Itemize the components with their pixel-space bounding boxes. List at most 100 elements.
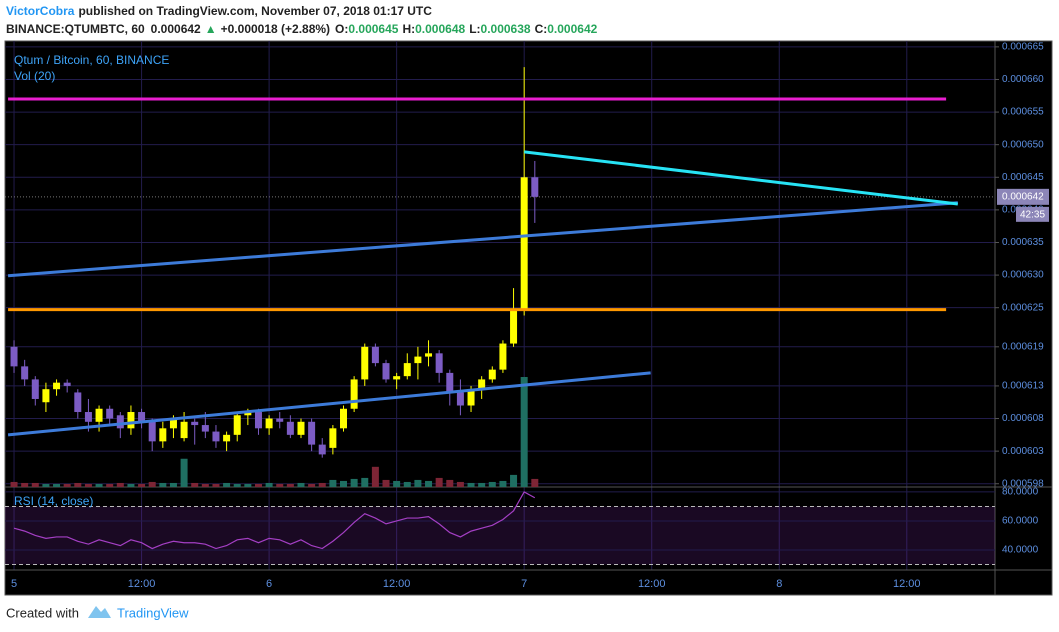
candle-body (212, 431, 220, 442)
countdown-box (1016, 206, 1049, 222)
volume-bar (393, 480, 401, 487)
ohlc-label: L: (469, 22, 480, 36)
y-tick-label: 0.000660 (1002, 74, 1044, 85)
header-line: VictorCobra published on TradingView.com,… (6, 4, 432, 18)
candle-body (297, 421, 305, 435)
candle-body (116, 415, 124, 429)
x-tick-label: 7 (521, 578, 527, 590)
candle-body (329, 428, 337, 448)
candle-body (499, 343, 507, 370)
volume-bar (31, 482, 39, 487)
volume-bar (286, 483, 294, 487)
ohlc-value: 0.000645 (348, 22, 398, 36)
candle-body (276, 418, 284, 422)
volume-bar (456, 481, 464, 487)
candle-body (106, 408, 114, 419)
plot-layer: 5 12:00 6 12:00 7 12:00 8 12:00 0.000665 0.000660… (5, 41, 1052, 595)
candle-body (510, 310, 518, 344)
y-tick-label: 0.000655 (1002, 107, 1044, 118)
volume-bar (329, 479, 337, 487)
volume-bar (53, 483, 61, 487)
volume-bar (382, 479, 390, 487)
volume-bar (510, 474, 518, 487)
x-tick-label: 5 (11, 578, 17, 590)
candle-body (520, 177, 528, 311)
volume-bar (265, 482, 273, 487)
volume-bar (116, 482, 124, 487)
volume-bar (425, 480, 433, 487)
rsi-legend: RSI (14, close) (14, 494, 93, 508)
ohlc-label: H: (402, 22, 415, 36)
x-tick-label: 6 (266, 578, 272, 590)
candle-body (478, 379, 486, 390)
volume-bar (95, 483, 103, 487)
rsi-line (13, 491, 536, 550)
symbol: BINANCE:QTUMBTC, 60 (6, 22, 145, 36)
author[interactable]: VictorCobra (6, 4, 75, 18)
x-tick-label: 12:00 (893, 578, 921, 590)
trend-line (7, 371, 651, 437)
volume-bar (212, 483, 220, 487)
candle-body (127, 412, 135, 429)
candle-body (254, 412, 262, 429)
last-price-label: 0.000642 (1002, 191, 1044, 202)
footer-brand[interactable]: TradingView (117, 605, 189, 620)
chart-frame (4, 40, 1053, 596)
volume-bar (478, 482, 486, 487)
candle-body (191, 421, 199, 426)
candle-body (180, 421, 188, 439)
candle-body (382, 363, 390, 380)
volume-bar (138, 483, 146, 487)
candle-body (350, 379, 358, 409)
ohlc-label: O: (335, 22, 348, 36)
candle-body (456, 392, 464, 406)
volume-bar (191, 482, 199, 487)
volume-bar (42, 483, 50, 487)
rsi-tick-label: 60.0000 (1002, 516, 1039, 527)
candle-body (233, 415, 241, 435)
candle-body (371, 346, 379, 364)
candle-body (531, 177, 539, 197)
logo (88, 606, 111, 618)
rsi-tick-label: 80.0000 (1002, 487, 1039, 498)
symbol-line: BINANCE:QTUMBTC, 60 0.000642 ▲ +0.000018 (+… (6, 22, 598, 36)
candle-body (21, 366, 29, 380)
volume-bar (106, 483, 114, 487)
candle-body (10, 346, 18, 367)
volume-bar (244, 483, 252, 487)
ohlc-value: 0.000638 (481, 22, 531, 36)
countdown: 42:35 (1020, 209, 1045, 220)
volume-bar (499, 480, 507, 487)
volume-bar (201, 483, 209, 487)
volume-bar (361, 477, 369, 487)
candle-body (42, 389, 50, 403)
candle-body (425, 353, 433, 357)
volume-bar (254, 483, 262, 487)
volume-bar (148, 481, 156, 487)
x-tick-label: 12:00 (128, 578, 156, 590)
volume-bar (233, 483, 241, 487)
ohlc-label: C: (535, 22, 548, 36)
x-tick-label: 8 (776, 578, 782, 590)
candle-body (201, 425, 209, 432)
volume-bar (435, 477, 443, 487)
candle-body (318, 444, 326, 455)
volume-bar (488, 481, 496, 487)
volume-bar (446, 479, 454, 487)
candle-body (169, 418, 177, 429)
volume-bar (467, 482, 475, 487)
candle-body (414, 356, 422, 364)
rsi-band (5, 506, 995, 565)
volume-bar (297, 482, 305, 487)
volume-bar (74, 482, 82, 487)
volume-bar (520, 377, 528, 487)
volume-bar (169, 482, 177, 487)
y-tick-label: 0.000635 (1002, 237, 1044, 248)
volume-bar (276, 483, 284, 487)
candle-body (244, 412, 252, 416)
candle-body (467, 389, 475, 406)
candle-body (340, 408, 348, 429)
rsi-tick-label: 40.0000 (1002, 545, 1039, 556)
candle-body (53, 382, 61, 390)
volume-bar (10, 481, 18, 487)
